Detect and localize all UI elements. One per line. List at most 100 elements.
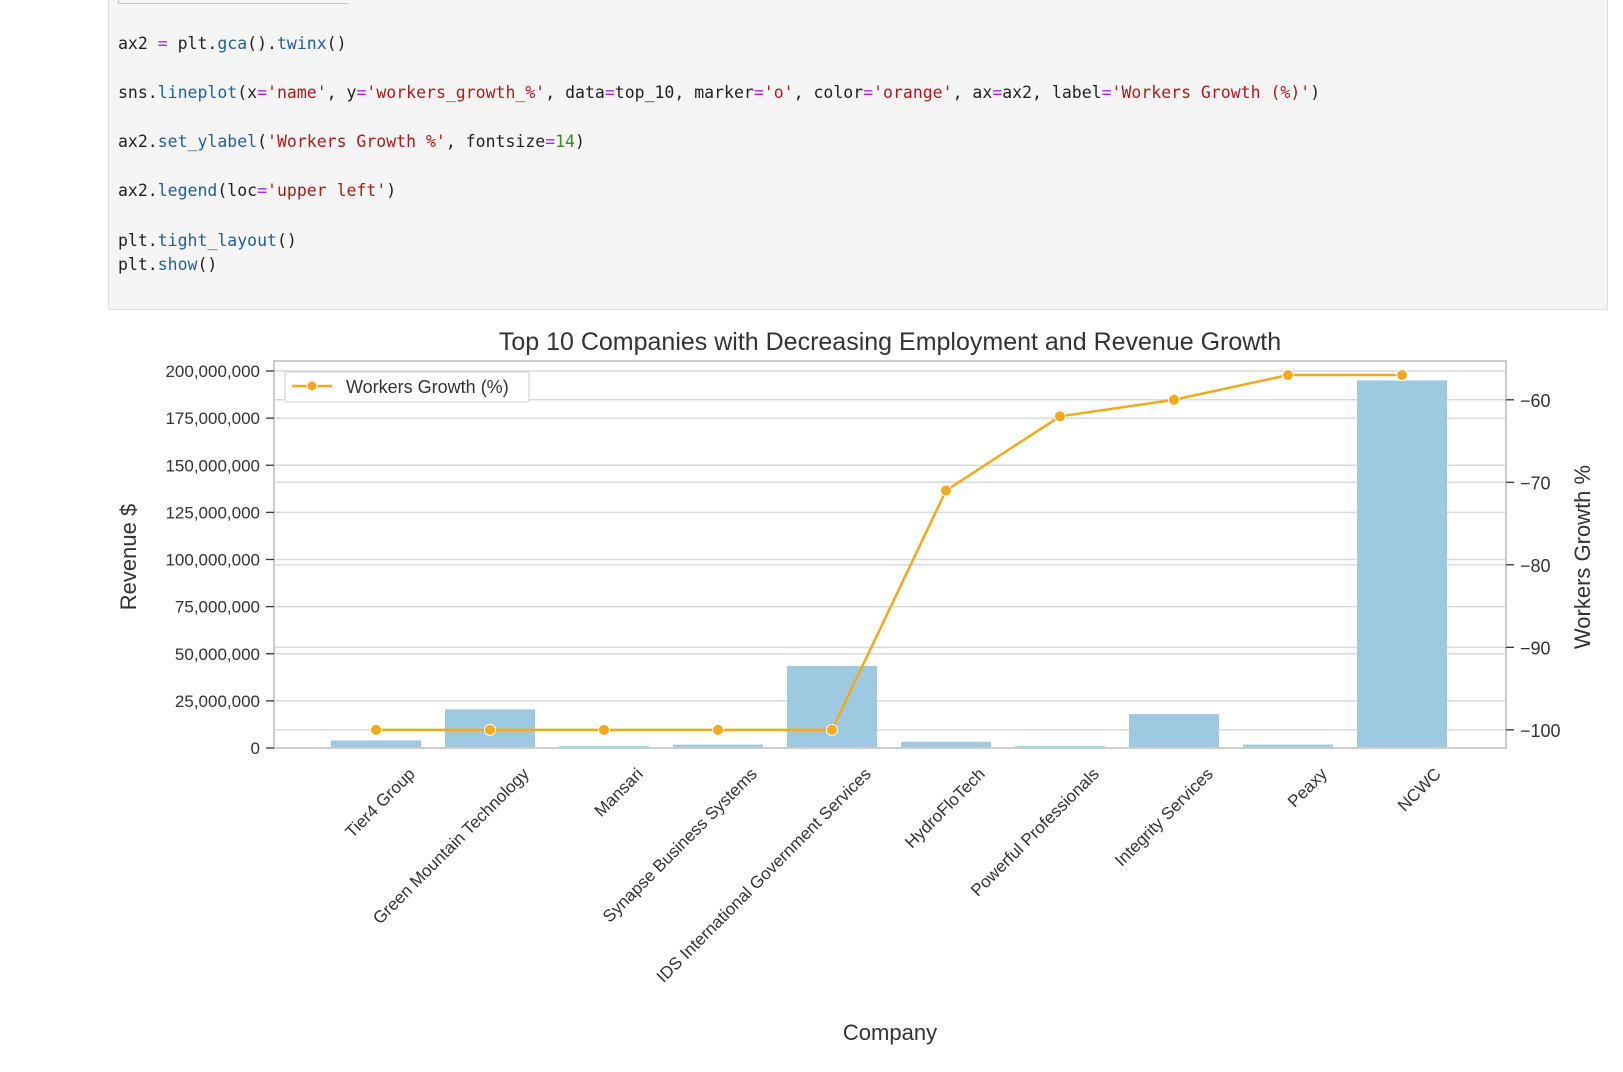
- x-tick-label: HydroFloTech: [901, 764, 989, 852]
- line-marker: [1054, 410, 1066, 423]
- bar: [673, 744, 763, 748]
- code-token: 'Workers Growth %': [267, 132, 446, 151]
- code-line: plt.tight_layout(): [118, 230, 297, 252]
- code-token: , y: [326, 83, 357, 102]
- code-token: =: [604, 83, 615, 102]
- legend-box: [284, 371, 530, 403]
- code-token: ax2.: [118, 132, 158, 151]
- code-token: 'Workers Growth (%)': [1111, 83, 1311, 102]
- code-token: gca: [217, 34, 248, 53]
- x-tick-label: Mansari: [591, 764, 647, 820]
- code-token: 'workers_growth_%': [366, 83, 546, 102]
- code-line: ax2 = plt.gca().twinx(): [118, 33, 347, 55]
- code-token: 'name': [267, 83, 327, 102]
- code-token: ax2: [118, 34, 158, 53]
- code-token: sns.: [118, 83, 158, 102]
- code-token: (): [276, 231, 297, 250]
- y2-axis-label: Workers Growth %: [1570, 465, 1595, 649]
- bar: [331, 740, 421, 748]
- line-marker: [826, 723, 838, 736]
- code-token: plt.: [118, 231, 158, 250]
- code-line: ax2.legend(loc='upper left'): [118, 180, 396, 202]
- y-tick-label: 125,000,000: [165, 503, 260, 522]
- code-token: =: [992, 83, 1003, 102]
- code-token: , fontsize: [445, 132, 546, 151]
- y-tick-label: 50,000,000: [175, 645, 260, 664]
- code-token: plt.: [118, 255, 158, 274]
- code-token: ): [1310, 83, 1321, 102]
- x-axis-label: Company: [843, 1020, 937, 1045]
- code-token: top_10, marker: [614, 83, 754, 102]
- line-marker: [598, 723, 610, 736]
- code-token: 14: [555, 132, 575, 151]
- line-marker: [370, 723, 382, 736]
- y-tick-label: 75,000,000: [175, 598, 260, 617]
- code-token: =: [257, 181, 268, 200]
- code-token: 'upper left': [267, 181, 387, 200]
- code-token: 'orange': [873, 83, 953, 102]
- code-token: =: [545, 132, 556, 151]
- workers-growth-line: [376, 373, 1402, 732]
- code-token: lineplot: [157, 83, 238, 102]
- legend-marker-swatch: [306, 380, 318, 392]
- code-token: ().: [247, 34, 277, 53]
- y-tick-label: 100,000,000: [165, 551, 260, 570]
- code-token: (loc: [217, 181, 258, 200]
- line-marker: [940, 484, 952, 497]
- y-tick-label: 25,000,000: [175, 692, 260, 711]
- bar: [1243, 744, 1333, 748]
- code-token: set_ylabel: [157, 132, 258, 151]
- legend-label: Workers Growth (%): [346, 377, 509, 397]
- y2-tick-label: −60: [1520, 391, 1551, 411]
- x-tick-label: IDS International Government Services: [653, 764, 875, 986]
- truncated-code-line: [118, 0, 349, 4]
- code-token: (: [257, 132, 268, 151]
- bar: [1129, 714, 1219, 748]
- code-token: =: [863, 83, 874, 102]
- code-token: ): [575, 132, 585, 151]
- x-tick-label: NCWC: [1394, 764, 1445, 815]
- y2-tick-label: −100: [1520, 721, 1561, 741]
- code-token: show: [157, 255, 198, 274]
- code-token: =: [753, 83, 764, 102]
- x-tick-label: Tier4 Group: [342, 764, 419, 841]
- plot-frame: [273, 360, 1507, 749]
- code-token: (): [197, 255, 218, 274]
- y-tick-label: 0: [251, 739, 260, 758]
- legend: Workers Growth (%): [284, 371, 530, 403]
- line-marker: [484, 723, 496, 736]
- y2-tick-label: −80: [1520, 556, 1551, 576]
- code-token: (x: [237, 83, 258, 102]
- line-marker: [1282, 369, 1294, 382]
- bar: [1357, 380, 1447, 748]
- x-tick-label: Powerful Professionals: [967, 764, 1103, 900]
- code-token: =: [356, 83, 367, 102]
- y2-tick-label: −70: [1520, 473, 1551, 493]
- code-token: , ax: [952, 83, 993, 102]
- line-marker: [712, 723, 724, 736]
- code-token: , color: [793, 83, 864, 102]
- x-tick-label: Peaxy: [1284, 764, 1331, 811]
- code-token: , data: [545, 83, 605, 102]
- code-line: plt.show(): [118, 254, 217, 276]
- code-line: sns.lineplot(x='name', y='workers_growth…: [118, 82, 1320, 104]
- bar: [901, 741, 991, 748]
- y-axis-label: Revenue $: [116, 504, 141, 610]
- y2-tick-label: −90: [1520, 638, 1551, 658]
- code-token: =: [157, 34, 168, 53]
- code-cell[interactable]: ax2 = plt.gca().twinx() sns.lineplot(x='…: [108, 0, 1608, 310]
- y-tick-label: 175,000,000: [165, 409, 260, 428]
- code-token: =: [257, 83, 268, 102]
- code-token: plt.: [167, 34, 218, 53]
- code-token: =: [1101, 83, 1112, 102]
- code-token: ax2.: [118, 181, 158, 200]
- code-token: twinx: [276, 34, 327, 53]
- chart-title: Top 10 Companies with Decreasing Employm…: [499, 328, 1281, 356]
- y-tick-label: 150,000,000: [165, 456, 260, 475]
- y-tick-label: 200,000,000: [165, 362, 260, 381]
- line-marker: [1396, 369, 1408, 382]
- code-line: ax2.set_ylabel('Workers Growth %', fonts…: [118, 131, 585, 153]
- code-token: (): [326, 34, 347, 53]
- code-token: ): [386, 181, 397, 200]
